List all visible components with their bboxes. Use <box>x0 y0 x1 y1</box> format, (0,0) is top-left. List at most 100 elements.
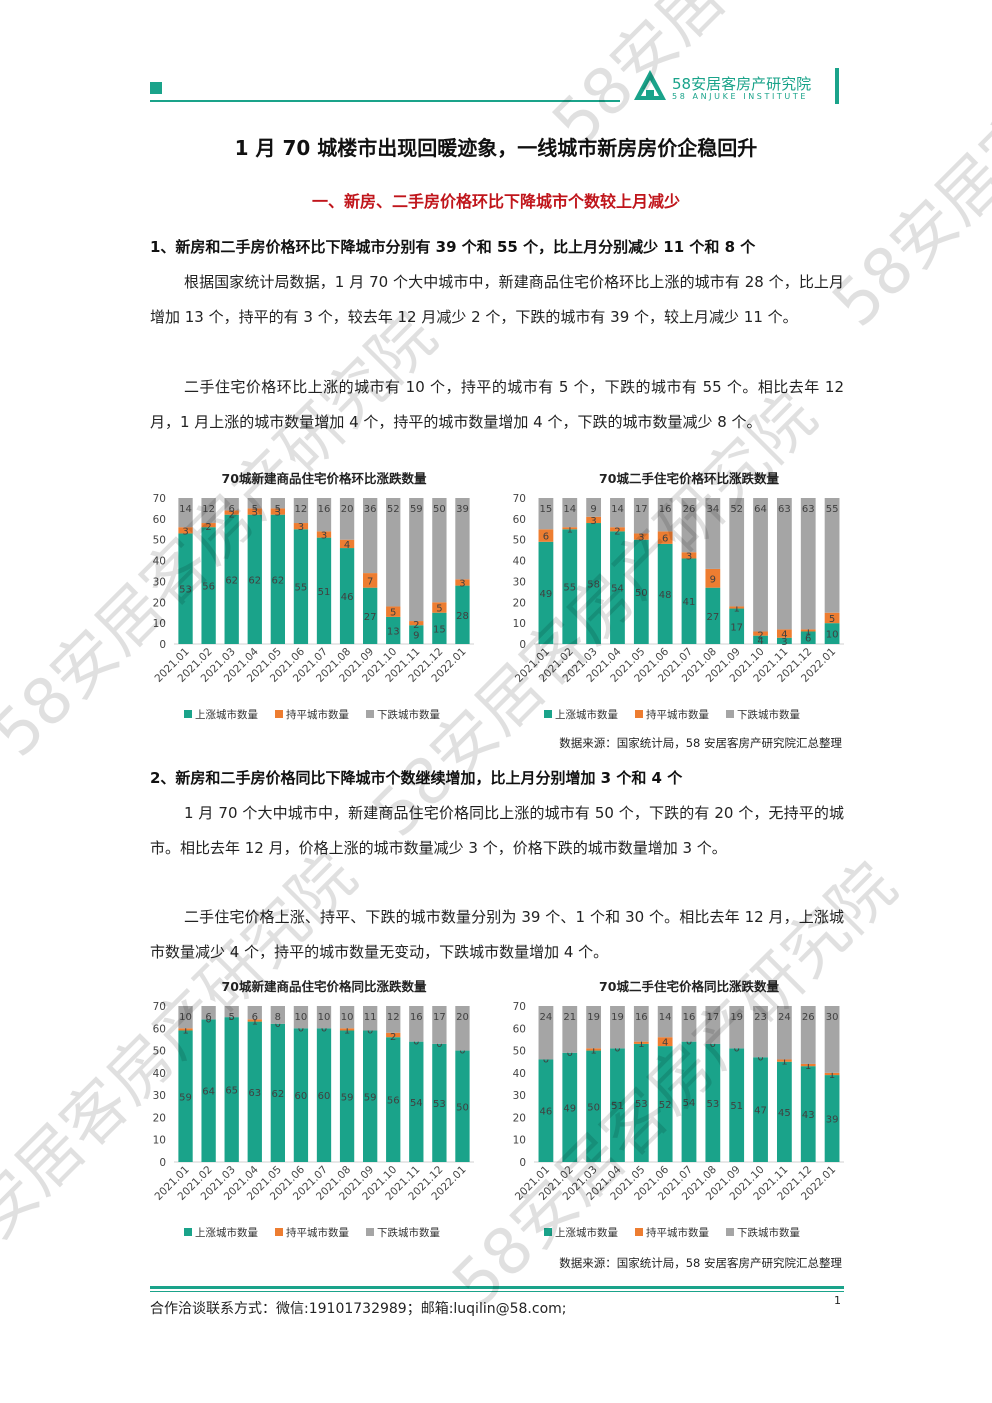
data-label-up: 28 <box>456 611 469 622</box>
bar-down <box>753 1006 768 1058</box>
data-label-flat: 3 <box>459 578 465 589</box>
bar-up <box>201 527 216 644</box>
chart-title: 70城新建商品住宅价格同比涨跌数量 <box>222 979 427 994</box>
data-label-down: 16 <box>683 1012 696 1023</box>
bar-down <box>633 498 649 534</box>
bar-up <box>455 585 470 644</box>
data-label-up: 50 <box>587 1102 600 1113</box>
bar-down <box>178 498 193 528</box>
paragraph-3: 1 月 70 个大中城市中，新建商品住宅价格同比上涨的城市有 50 个，下跌的有… <box>150 804 844 857</box>
data-label-flat: 6 <box>543 532 549 543</box>
data-label-down: 59 <box>410 504 423 515</box>
y-tick-label: 20 <box>153 597 166 609</box>
legend-label-down: 下跌城市数量 <box>737 708 800 721</box>
data-label-up: 27 <box>364 612 377 623</box>
data-label-down: 63 <box>778 504 791 515</box>
bar-flat <box>586 516 602 524</box>
data-label-down: 52 <box>387 504 400 515</box>
data-label-flat: 3 <box>590 516 596 527</box>
data-label-down: 64 <box>754 504 767 515</box>
bar-flat <box>538 529 554 542</box>
data-label-down: 6 <box>252 1012 258 1023</box>
data-label-flat: 0 <box>229 1012 235 1023</box>
data-label-down: 16 <box>635 1012 648 1023</box>
data-label-down: 36 <box>364 504 377 515</box>
bar-down <box>293 498 309 524</box>
bar-down <box>705 498 721 569</box>
bar-up <box>586 1050 602 1162</box>
data-label-up: 59 <box>179 1092 192 1103</box>
data-label-flat: 3 <box>638 533 644 544</box>
bar-down <box>339 1006 355 1029</box>
data-label-down: 16 <box>318 504 331 515</box>
bar-flat <box>339 1028 355 1031</box>
legend-label-down: 下跌城市数量 <box>377 1226 440 1239</box>
bar-down <box>657 1006 673 1038</box>
bar-down <box>681 1006 697 1042</box>
bar-down <box>247 498 262 509</box>
data-label-up: 17 <box>730 622 743 633</box>
data-label-down: 39 <box>456 504 469 515</box>
data-label-flat: 0 <box>686 1037 692 1048</box>
bar-down <box>363 498 378 574</box>
data-label-up: 51 <box>611 1101 624 1112</box>
bar-up <box>316 537 332 644</box>
bar-up <box>705 587 721 644</box>
bar-down <box>224 498 239 511</box>
y-tick-label: 60 <box>513 1023 526 1035</box>
data-label-down: 11 <box>364 1012 377 1023</box>
data-label-up: 48 <box>659 590 672 601</box>
chart-new-home-yoy: 70城新建商品住宅价格同比涨跌数量01020304050607059110202… <box>152 979 474 1239</box>
data-label-flat: 0 <box>734 1043 740 1054</box>
bar-down <box>201 1006 216 1020</box>
bar-up <box>409 625 424 644</box>
data-label-flat: 2 <box>229 510 235 521</box>
y-tick-label: 70 <box>513 1001 526 1013</box>
chart-second-hand-mom: 70城二手住宅价格环比涨跌数量010203040506070496152021.… <box>513 471 844 721</box>
y-tick-label: 50 <box>513 535 526 547</box>
bar-up <box>293 1028 309 1162</box>
data-label-flat: 2 <box>614 526 620 537</box>
bar-flat <box>776 1059 792 1062</box>
bar-flat <box>729 606 745 609</box>
data-label-flat: 1 <box>590 1046 596 1057</box>
bar-down <box>586 1006 602 1049</box>
data-label-flat: 9 <box>710 574 716 585</box>
bar-down <box>455 498 470 580</box>
y-tick-label: 70 <box>153 493 166 505</box>
y-tick-label: 30 <box>513 576 526 588</box>
data-label-flat: 0 <box>567 1048 573 1059</box>
data-label-flat: 5 <box>436 604 442 615</box>
data-label-up: 58 <box>587 580 600 591</box>
data-label-flat: 1 <box>567 524 573 535</box>
y-tick-label: 50 <box>153 535 166 547</box>
bar-up <box>753 635 768 644</box>
bar-down <box>409 1006 424 1042</box>
data-label-down: 10 <box>179 1012 192 1023</box>
bar-down <box>201 498 216 524</box>
data-label-flat: 0 <box>205 1014 211 1025</box>
data-label-down: 34 <box>706 504 719 515</box>
data-label-up: 52 <box>659 1100 672 1111</box>
header-square-mark <box>150 82 162 94</box>
data-source-1: 数据来源：国家统计局，58 安居客房产研究院汇总整理 <box>559 736 842 750</box>
data-label-up: 45 <box>778 1108 791 1119</box>
data-label-down: 14 <box>563 504 576 515</box>
bar-up <box>657 543 673 644</box>
data-label-up: 60 <box>295 1091 308 1102</box>
bar-up <box>270 514 285 644</box>
bar-flat <box>247 508 262 515</box>
y-tick-label: 60 <box>153 514 166 526</box>
data-label-flat: 1 <box>805 626 811 637</box>
bar-flat <box>386 1032 401 1038</box>
data-label-flat: 1 <box>805 1061 811 1072</box>
data-label-down: 24 <box>540 1012 553 1023</box>
bar-flat <box>753 631 768 636</box>
data-label-up: 64 <box>202 1087 215 1098</box>
y-tick-label: 20 <box>513 1112 526 1124</box>
data-label-down: 55 <box>826 504 839 515</box>
bar-down <box>562 1006 578 1053</box>
data-label-down: 30 <box>826 1012 839 1023</box>
bar-up <box>586 523 602 644</box>
legend-label-down: 下跌城市数量 <box>737 1226 800 1239</box>
